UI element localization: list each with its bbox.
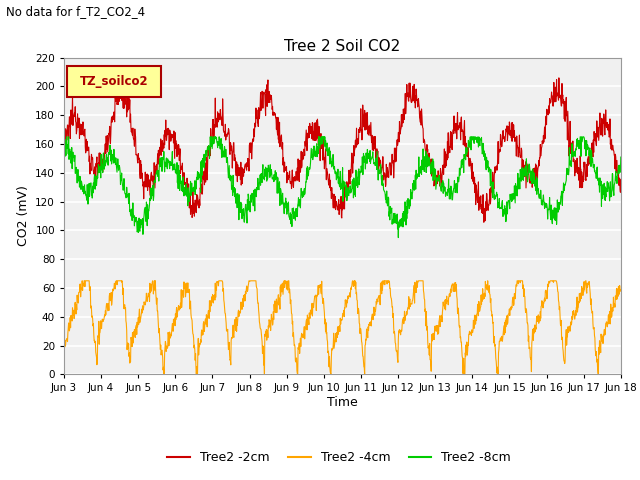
Tree2 -4cm [160, 372, 168, 377]
Tree2 -2cm [551, 90, 559, 96]
Tree2 -2cm [429, 163, 436, 168]
Tree2 -4cm [172, 323, 179, 329]
Tree2 -4cm [247, 278, 255, 284]
Tree2 -4cm [617, 287, 625, 293]
Tree2 -8cm [502, 214, 510, 219]
Tree2 -8cm [394, 235, 402, 240]
Tree2 -8cm [246, 192, 254, 198]
Tree2 -8cm [617, 154, 625, 160]
Title: Tree 2 Soil CO2: Tree 2 Soil CO2 [284, 39, 401, 54]
Tree2 -4cm [429, 336, 437, 342]
Tree2 -2cm [246, 145, 254, 151]
Tree2 -8cm [171, 161, 179, 167]
Tree2 -2cm [502, 126, 509, 132]
Text: No data for f_T2_CO2_4: No data for f_T2_CO2_4 [6, 5, 145, 18]
Tree2 -2cm [617, 177, 625, 182]
Tree2 -2cm [184, 194, 191, 200]
Tree2 -8cm [552, 217, 559, 223]
Text: TZ_soilco2: TZ_soilco2 [80, 75, 148, 88]
Line: Tree2 -4cm: Tree2 -4cm [64, 281, 621, 374]
Tree2 -2cm [555, 75, 563, 81]
FancyBboxPatch shape [67, 66, 161, 97]
Line: Tree2 -8cm: Tree2 -8cm [64, 137, 621, 238]
Line: Tree2 -2cm: Tree2 -2cm [64, 78, 621, 222]
Tree2 -8cm [429, 158, 437, 164]
Tree2 -4cm [78, 278, 86, 284]
Tree2 -8cm [60, 148, 68, 154]
Tree2 -4cm [185, 287, 193, 292]
Legend: Tree2 -2cm, Tree2 -4cm, Tree2 -8cm: Tree2 -2cm, Tree2 -4cm, Tree2 -8cm [162, 446, 516, 469]
Tree2 -8cm [184, 185, 192, 191]
Y-axis label: CO2 (mV): CO2 (mV) [17, 186, 29, 246]
Tree2 -8cm [63, 134, 70, 140]
Tree2 -2cm [170, 144, 178, 150]
Tree2 -4cm [502, 315, 510, 321]
Tree2 -4cm [552, 278, 559, 284]
X-axis label: Time: Time [327, 396, 358, 409]
Tree2 -2cm [60, 149, 68, 155]
Tree2 -2cm [480, 219, 488, 225]
Tree2 -4cm [60, 343, 68, 348]
